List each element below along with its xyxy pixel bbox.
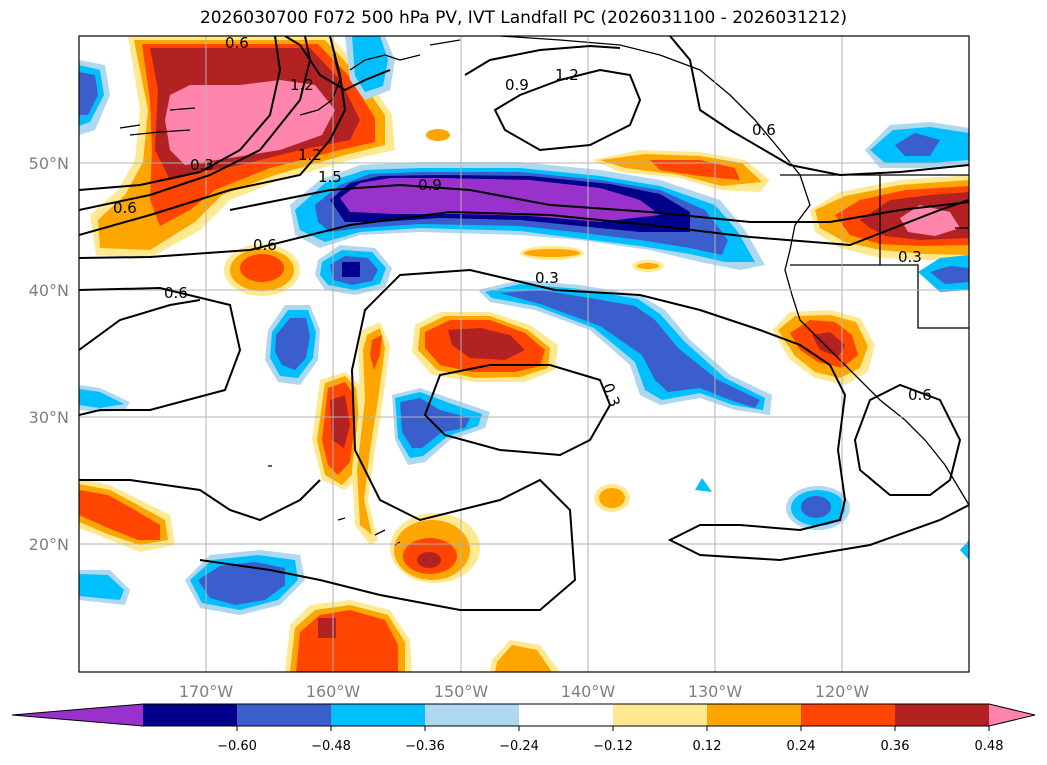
lon-label: 150°W [434, 682, 489, 701]
lon-label: 140°W [561, 682, 616, 701]
colorbar-bin [801, 704, 896, 726]
lat-label: 30°N [29, 408, 69, 427]
colorbar-tick-label: 0.36 [881, 739, 910, 754]
lat-label: 20°N [29, 535, 69, 554]
colorbar-tick-label: 0.48 [975, 739, 1004, 754]
colorbar: −0.60 −0.48 −0.36 −0.24 −0.12 0.12 0.24 0.36 0.4… [11, 703, 1036, 754]
gridlines [79, 36, 969, 672]
colorbar-bin [331, 704, 426, 726]
contour-label: 0.9 [418, 176, 442, 194]
anomaly-negative-southwest [79, 60, 305, 615]
pv-contours [79, 36, 969, 611]
anomaly-positive-east [810, 175, 969, 262]
anomaly-positive-california [772, 310, 875, 385]
colorbar-tick-label: −0.12 [593, 739, 633, 754]
colorbar-bin [895, 704, 990, 726]
colorbar-extend-min [12, 704, 143, 726]
anomaly-positive-southwest [79, 478, 175, 552]
anomaly-negative-small-2 [265, 305, 320, 385]
colorbar-bin [613, 704, 708, 726]
anomaly-nw-positive [90, 36, 395, 258]
contour-label: 0.6 [253, 236, 277, 254]
colorbar-tick-label: −0.36 [405, 739, 445, 754]
contour-label: 0.3 [535, 269, 559, 287]
colorbar-bin [707, 704, 802, 726]
contour-label: 0.6 [113, 199, 137, 217]
contour-label: 0.3 [898, 248, 922, 266]
anomaly-positive-band-north [592, 150, 770, 192]
anomaly-negative-small-1 [315, 245, 392, 295]
anomaly-positive-south [285, 600, 412, 672]
colorbar-bin [237, 704, 332, 726]
lat-label: 50°N [29, 154, 69, 173]
anomaly-positive-small-1 [224, 244, 300, 296]
contour-label: 0.3 [190, 156, 214, 174]
contour-label: 1.5 [318, 168, 342, 186]
colorbar-outline [11, 703, 1036, 727]
colorbar-tick-label: −0.60 [217, 739, 257, 754]
contour-label: 0.6 [908, 386, 932, 404]
map-frame [78, 35, 970, 673]
lon-label: 130°W [688, 682, 743, 701]
contour-label: 0.6 [225, 34, 249, 52]
anomaly-negative-east [478, 280, 772, 415]
contour-label: 1.2 [290, 76, 314, 94]
anomaly-positive-west-vertical [312, 322, 390, 545]
contour-label: 1.2 [555, 66, 579, 84]
longitude-labels: 170°W 160°W 150°W 140°W 130°W 120°W [179, 682, 870, 701]
pv-anomaly-fields [79, 36, 969, 672]
latitude-labels: 50°N 40°N 30°N 20°N [29, 154, 69, 554]
lat-label: 40°N [29, 281, 69, 300]
lon-label: 160°W [306, 682, 361, 701]
contour-label: 1.2 [298, 146, 322, 164]
colorbar-extend-max [989, 704, 1035, 726]
contour-label: 0.6 [752, 121, 776, 139]
anomaly-positive-hawaii [390, 513, 480, 583]
colorbar-bin [519, 704, 614, 726]
lon-label: 120°W [815, 682, 870, 701]
colorbar-bin [143, 704, 238, 726]
colorbar-tick-label: −0.48 [311, 739, 351, 754]
colorbar-tick-label: 0.24 [787, 739, 816, 754]
anomaly-negative-southeast [695, 478, 969, 560]
colorbar-tick-label: −0.24 [499, 739, 539, 754]
anomaly-negative-central [392, 388, 490, 465]
colorbar-tick-label: 0.12 [693, 739, 722, 754]
contour-labels: 0.6 1.2 0.9 1.2 0.6 0.3 1.2 1.5 0.9 0.6 … [113, 34, 932, 409]
lon-label: 170°W [179, 682, 234, 701]
contour-label: 0.9 [505, 76, 529, 94]
colorbar-bin [425, 704, 520, 726]
page-title: 2026030700 F072 500 hPa PV, IVT Landfall… [199, 8, 847, 28]
contour-label: 0.6 [164, 284, 188, 302]
